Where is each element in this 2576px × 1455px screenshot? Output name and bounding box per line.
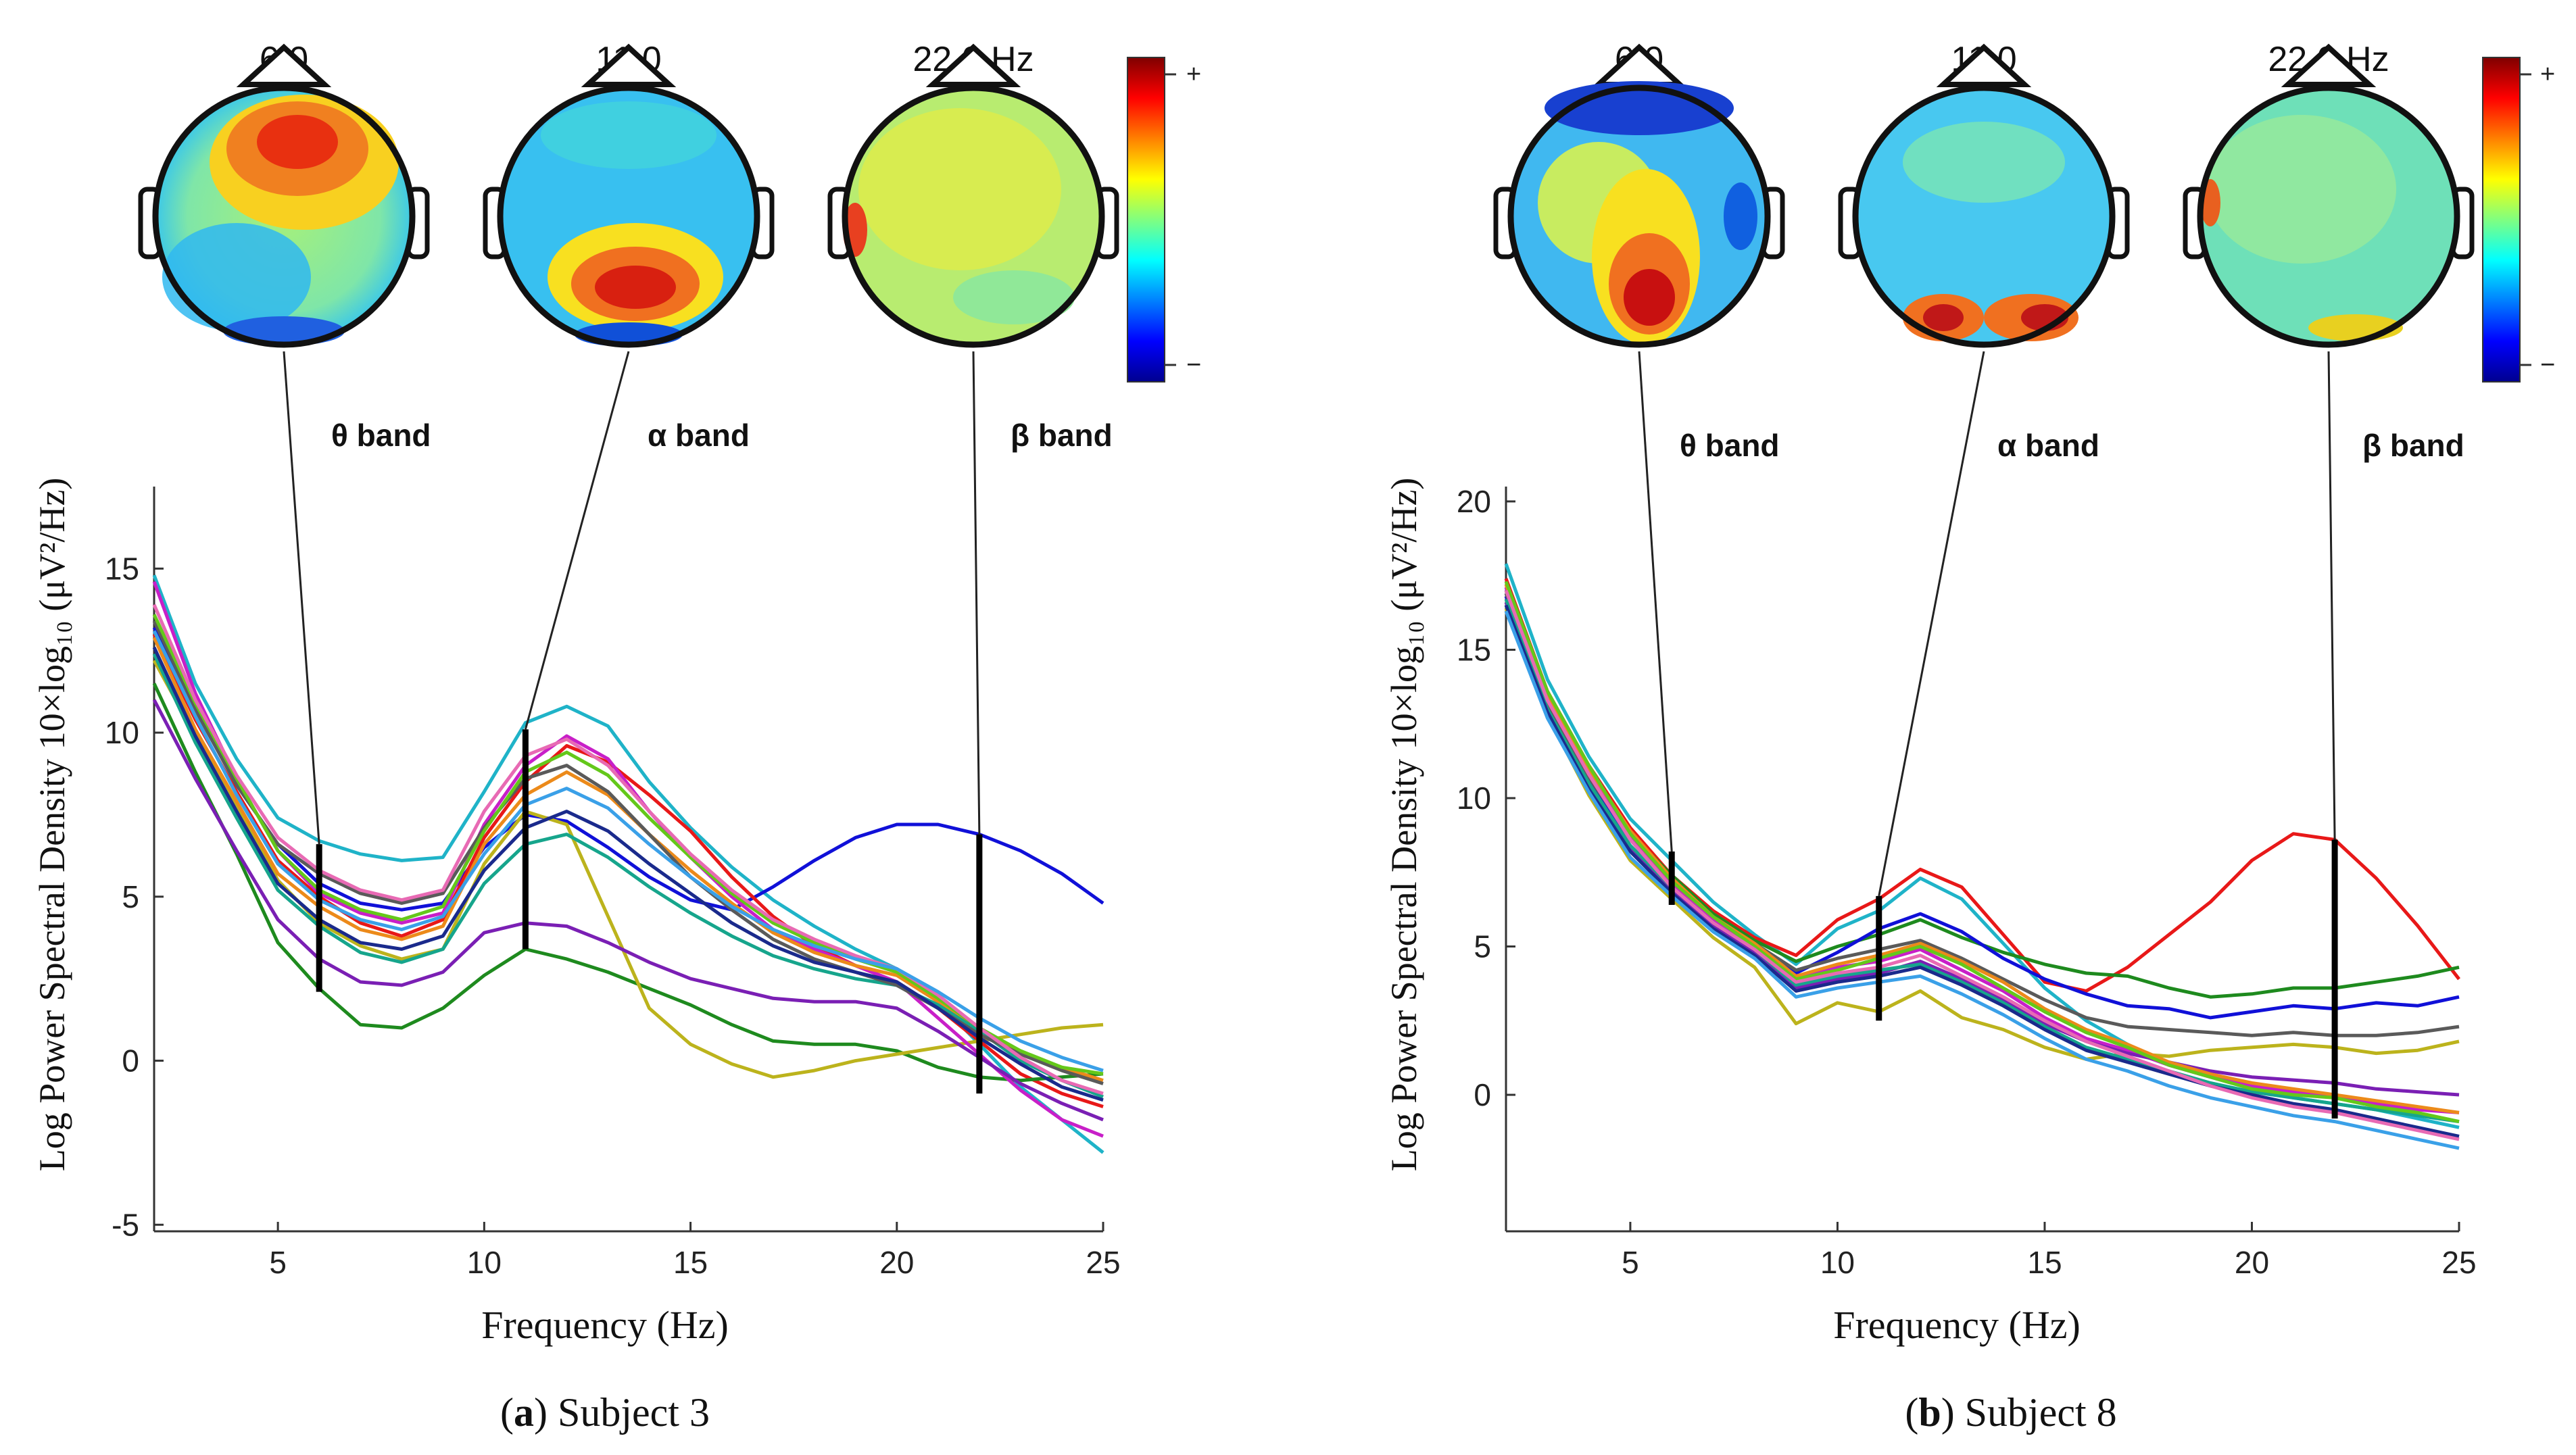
series-line-ch-a-skyblue — [152, 630, 1104, 1072]
series-line-ch-b-purple — [1504, 601, 2460, 1097]
band-connector-0 — [1638, 351, 1673, 852]
y-tick-label: -5 — [112, 1207, 139, 1242]
series-line-ch-b-pink — [1504, 589, 2460, 1141]
panel-a: 6.0 11.0 22.0 Hz — [32, 40, 1201, 1435]
series-line-ch-b-blue — [1504, 595, 2460, 1020]
series-line-ch-a-purple — [152, 699, 1104, 1122]
x-tick-label: 15 — [2027, 1245, 2062, 1280]
series-line-ch-b-gray — [1504, 593, 2460, 1037]
colorbar-plus-label: + — [2540, 60, 2555, 89]
series-line-ch-b-orange — [1504, 584, 2460, 1114]
y-tick-label: 5 — [1474, 929, 1491, 964]
series-line-ch-b-skyblue — [1504, 610, 2460, 1150]
x-tick-label: 25 — [2441, 1245, 2476, 1280]
series-line-ch-a-pink — [152, 603, 1104, 1095]
y-tick-label: 15 — [1457, 632, 1491, 667]
colorbar-minus-label: − — [2540, 351, 2555, 379]
series-line-ch-a-lime — [152, 614, 1104, 1076]
series-line-ch-a-darkgreen-low — [152, 683, 1104, 1083]
caption-a: (a) Subject 3 — [500, 1390, 710, 1435]
x-tick-label: 5 — [269, 1245, 287, 1280]
x-tick-label: 25 — [1086, 1245, 1120, 1280]
series-line-ch-b-navy — [1504, 604, 2460, 1138]
band-label-beta: β band — [1011, 418, 1113, 453]
series-line-ch-b-magenta — [1504, 587, 2460, 1114]
x-tick-label: 20 — [2235, 1245, 2269, 1280]
x-tick-label: 10 — [1820, 1245, 1855, 1280]
plot-area-a: 5 10 15 20 25 -5 0 5 10 15 — [105, 351, 1121, 1280]
band-label-theta: θ band — [331, 418, 431, 453]
topomap-a-theta — [138, 43, 430, 348]
y-axis-label-b: Log Power Spectral Density 10×log₁₀ (μV²… — [1384, 478, 1424, 1172]
series-line-ch-a-navy — [152, 646, 1104, 1102]
x-tick-label: 5 — [1622, 1245, 1639, 1280]
panel-b: 6.0 11.0 22.0 Hz — [1384, 40, 2555, 1435]
band-label-beta: β band — [2362, 428, 2464, 463]
y-tick-label: 20 — [1457, 484, 1491, 519]
topomap-b-beta — [2183, 43, 2475, 348]
plot-area-b: 5 10 15 20 25 0 5 10 15 20 — [1457, 351, 2477, 1280]
y-tick-label: 15 — [105, 551, 139, 586]
y-tick-label: 0 — [1474, 1077, 1491, 1112]
series-line-ch-a-blue-outlier — [152, 626, 1104, 912]
caption-b: (b) Subject 8 — [1905, 1390, 2116, 1435]
band-connector-1 — [1878, 351, 1985, 897]
series-line-ch-b-olive — [1504, 608, 2460, 1061]
series-line-ch-b-darkgreen — [1504, 589, 2460, 999]
series-line-ch-a-teal — [152, 653, 1104, 1099]
y-tick-label: 0 — [122, 1043, 139, 1079]
topomap-b-theta — [1493, 43, 1785, 348]
colorbar-b — [2482, 57, 2521, 383]
topomap-a-alpha — [483, 43, 775, 348]
colorbar-plus-label: + — [1186, 60, 1201, 89]
x-tick-label: 15 — [673, 1245, 708, 1280]
band-label-alpha: α band — [1997, 428, 2099, 463]
x-tick-label: 20 — [879, 1245, 914, 1280]
y-tick-label: 10 — [105, 715, 139, 750]
band-label-theta: θ band — [1680, 428, 1780, 463]
x-axis-label-a: Frequency (Hz) — [481, 1303, 729, 1347]
series-line-ch-b-red-outlier — [1504, 578, 2460, 993]
y-tick-label: 5 — [122, 879, 139, 914]
y-axis-label-a: Log Power Spectral Density 10×log₁₀ (μV²… — [32, 478, 72, 1172]
band-connector-0 — [283, 351, 320, 845]
band-connector-1 — [524, 351, 630, 730]
series-line-ch-b-lime — [1504, 581, 2460, 1124]
y-tick-label: 10 — [1457, 781, 1491, 816]
x-tick-label: 10 — [467, 1245, 502, 1280]
colorbar-a — [1127, 57, 1165, 383]
topomap-b-alpha — [1838, 43, 2130, 348]
band-label-alpha: α band — [648, 418, 750, 453]
topomap-a-beta — [827, 43, 1119, 348]
series-line-ch-a-magenta — [152, 581, 1104, 1138]
band-connector-2 — [972, 351, 981, 835]
colorbar-minus-label: − — [1186, 351, 1201, 379]
series-line-ch-b-cyan — [1504, 563, 2460, 1129]
x-axis-label-b: Frequency (Hz) — [1833, 1303, 2081, 1347]
band-connector-2 — [2327, 351, 2336, 840]
